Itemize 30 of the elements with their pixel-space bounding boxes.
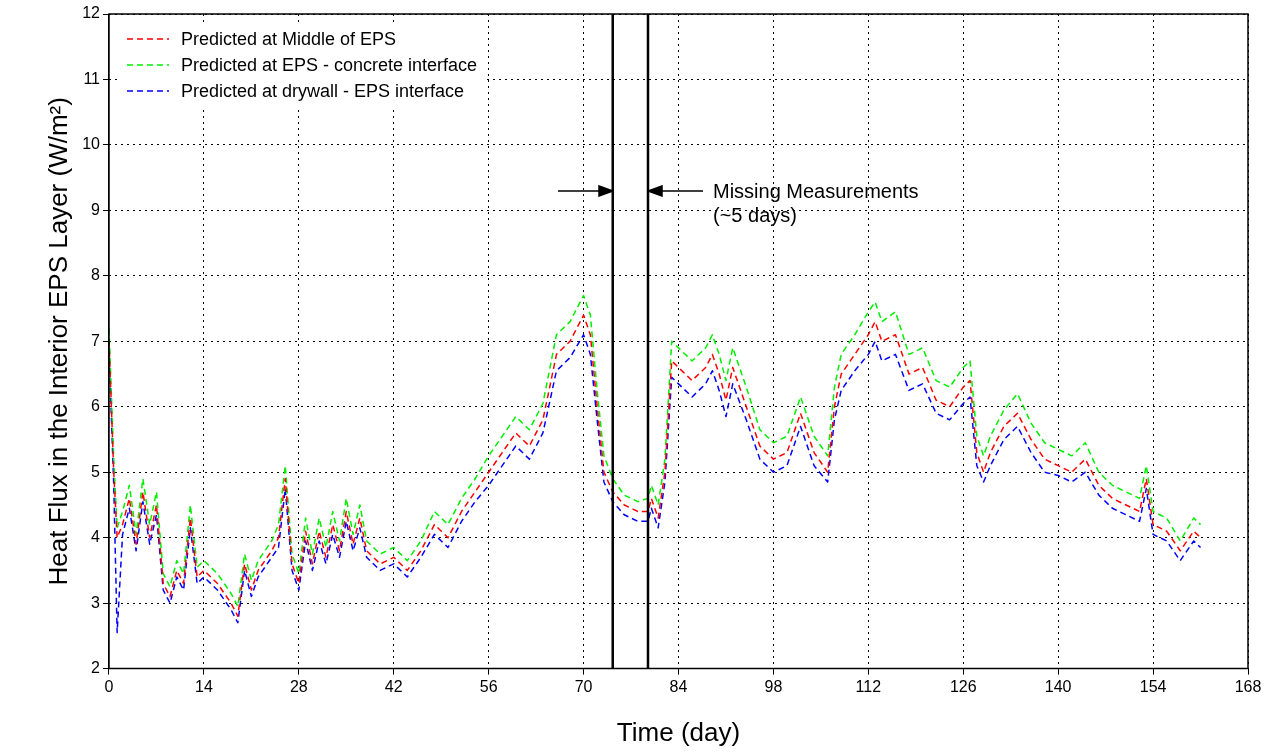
- legend-label: Predicted at EPS - concrete interface: [180, 54, 478, 77]
- y-tick-label: 8: [91, 266, 101, 284]
- y-tick-label: 12: [82, 4, 101, 22]
- legend-label: Predicted at Middle of EPS: [180, 28, 397, 51]
- y-tick-label: 9: [91, 200, 101, 218]
- y-tick-label: 10: [82, 135, 101, 153]
- x-tick-label: 112: [855, 677, 882, 695]
- x-tick-label: 84: [669, 677, 688, 695]
- x-tick-label: 56: [479, 677, 498, 695]
- y-tick-label: 6: [91, 397, 101, 415]
- x-tick-label: 70: [574, 677, 593, 695]
- legend-label: Predicted at drywall - EPS interface: [180, 80, 465, 103]
- y-axis-title: Heat Flux in the Interior EPS Layer (W/m²): [42, 97, 73, 586]
- y-tick-label: 3: [91, 593, 101, 611]
- annotation: Missing Measurements (~5 days): [712, 178, 920, 227]
- x-tick-label: 14: [195, 677, 213, 695]
- y-tick-label: 7: [91, 331, 101, 349]
- x-tick-label: 168: [1234, 677, 1262, 695]
- x-tick-label: 140: [1044, 677, 1072, 695]
- x-tick-label: 0: [104, 677, 114, 695]
- x-axis-title: Time (day): [616, 716, 741, 747]
- y-tick-label: 4: [91, 528, 101, 546]
- x-tick-label: 42: [384, 677, 403, 695]
- x-tick-label: 28: [289, 677, 308, 695]
- y-tick-label: 2: [91, 659, 101, 677]
- y-tick-label: 11: [83, 69, 101, 87]
- x-tick-label: 154: [1139, 677, 1167, 695]
- x-tick-label: 98: [764, 677, 783, 695]
- x-tick-label: 126: [949, 677, 977, 695]
- y-tick-label: 5: [91, 462, 101, 480]
